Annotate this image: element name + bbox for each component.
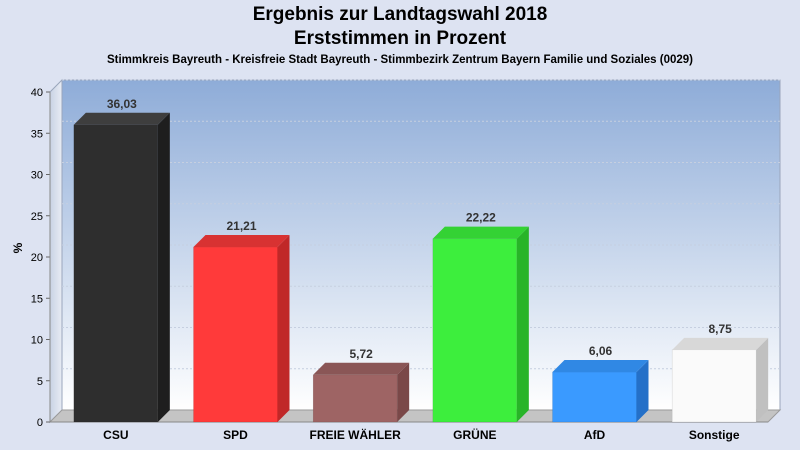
chart-caption: Stimmkreis Bayreuth - Kreisfreie Stadt B… bbox=[106, 54, 694, 66]
bar-grüne bbox=[432, 226, 529, 423]
y-tick-label: 5 bbox=[37, 376, 43, 388]
bar-side bbox=[636, 360, 649, 422]
plot-back-wall bbox=[61, 79, 781, 411]
chart-title: Ergebnis zur Landtagswahl 2018 bbox=[252, 4, 548, 25]
bar-front bbox=[312, 374, 398, 423]
bar-top bbox=[552, 360, 649, 373]
x-tick-label: GRÜNE bbox=[453, 427, 496, 442]
bar-front bbox=[432, 238, 518, 423]
bar-side bbox=[756, 337, 769, 422]
bar-value-label: 21,21 bbox=[226, 219, 256, 233]
x-tick-label: SPD bbox=[223, 428, 248, 442]
bar-value-label: 36,03 bbox=[107, 97, 137, 111]
bar-value-label: 22,22 bbox=[466, 211, 496, 225]
bar-top bbox=[193, 235, 290, 248]
bar-front bbox=[193, 246, 278, 423]
x-tick-label: CSU bbox=[103, 428, 128, 442]
y-axis-title: % bbox=[11, 242, 25, 253]
y-tick-label: 0 bbox=[37, 417, 43, 429]
bar-top bbox=[73, 112, 170, 125]
y-tick-label: 35 bbox=[31, 128, 43, 140]
bar-front bbox=[552, 371, 637, 423]
x-tick-label: Sonstige bbox=[689, 428, 740, 442]
bar-value-label: 5,72 bbox=[349, 347, 373, 361]
bar-spd bbox=[193, 235, 290, 423]
x-tick-label: AfD bbox=[584, 428, 606, 442]
bar-freie-wähler bbox=[312, 362, 410, 423]
bar-side bbox=[397, 362, 410, 422]
bar-top bbox=[672, 337, 769, 350]
bar-top bbox=[432, 226, 529, 239]
y-tick-label: 15 bbox=[31, 293, 43, 305]
y-tick-label: 25 bbox=[31, 211, 43, 223]
bar-side bbox=[157, 112, 170, 422]
bar-sonstige bbox=[671, 337, 769, 423]
x-tick-label: FREIE WÄHLER bbox=[309, 427, 401, 442]
y-tick-label: 20 bbox=[31, 252, 43, 264]
bar-side bbox=[277, 235, 290, 422]
bar-value-label: 8,75 bbox=[708, 322, 732, 336]
y-tick-label: 10 bbox=[31, 335, 43, 347]
chart-subtitle: Erststimmen in Prozent bbox=[293, 28, 507, 49]
bar-csu bbox=[73, 112, 170, 423]
bar-afd bbox=[552, 360, 649, 423]
y-tick-label: 30 bbox=[31, 170, 43, 182]
plot-side-wall bbox=[49, 78, 63, 424]
bar-value-label: 6,06 bbox=[589, 344, 613, 358]
bar-side bbox=[516, 226, 529, 422]
bar-top bbox=[313, 362, 410, 375]
bar-front bbox=[73, 124, 159, 423]
y-tick-label: 40 bbox=[31, 87, 43, 99]
bar-front bbox=[671, 349, 757, 423]
